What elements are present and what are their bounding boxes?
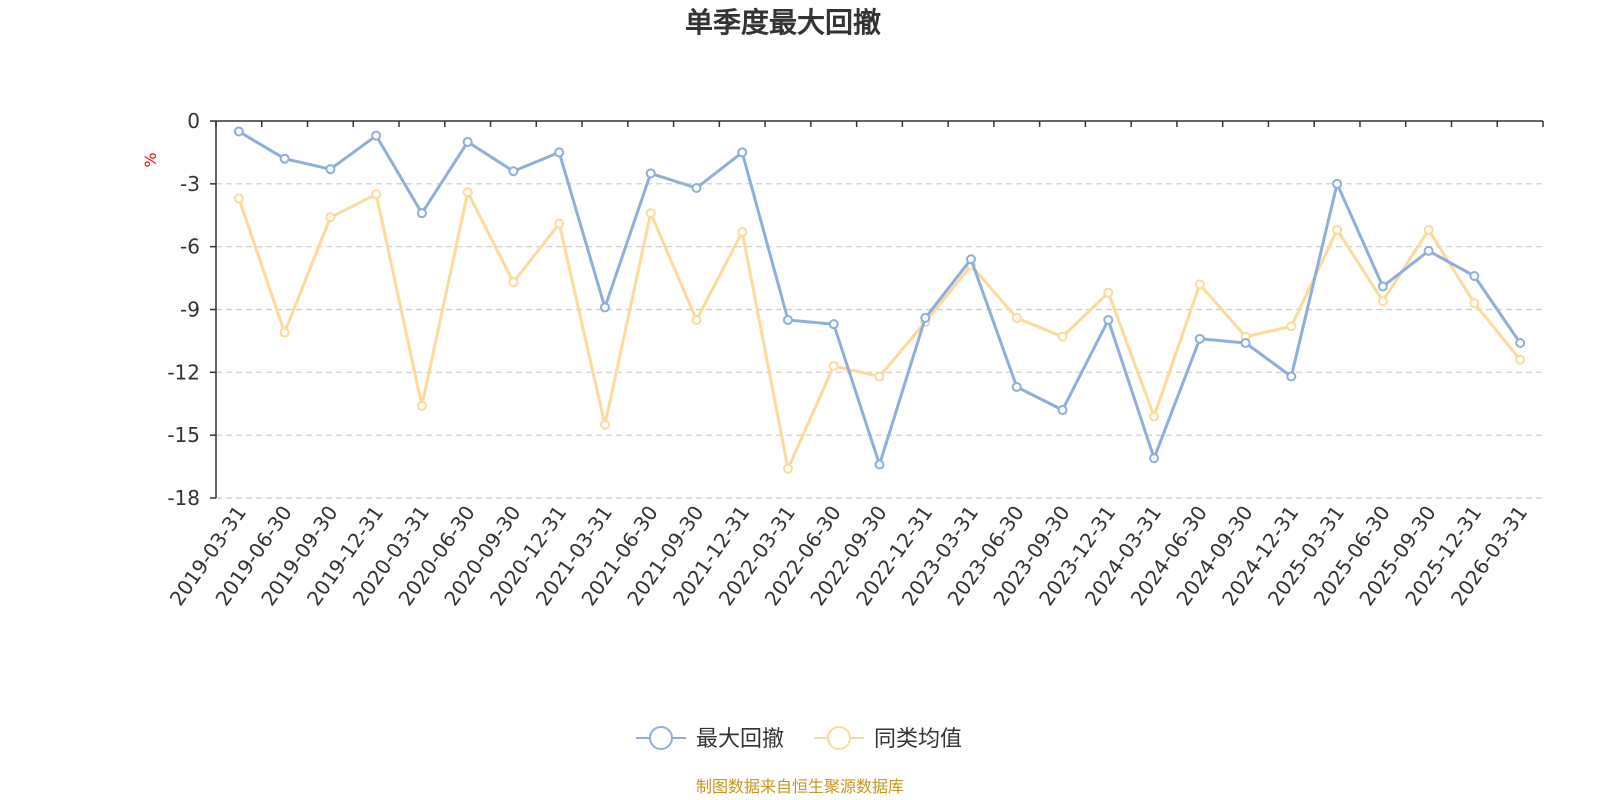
x-tick-labels: 2019-03-312019-06-302019-09-302019-12-31… xyxy=(165,501,1533,610)
data-point[interactable] xyxy=(508,166,519,177)
data-point[interactable] xyxy=(1149,411,1160,422)
data-point[interactable] xyxy=(691,314,702,325)
y-axis-unit: % xyxy=(141,152,160,167)
data-point[interactable] xyxy=(1515,338,1526,349)
data-point[interactable] xyxy=(554,147,565,158)
data-point[interactable] xyxy=(1469,270,1480,281)
legend[interactable]: 最大回撤 同类均值 xyxy=(636,726,962,752)
y-tick-label: -12 xyxy=(167,360,200,384)
data-point[interactable] xyxy=(1332,224,1343,235)
data-point[interactable] xyxy=(233,193,244,204)
data-point[interactable] xyxy=(782,463,793,474)
data-point[interactable] xyxy=(691,183,702,194)
data-point[interactable] xyxy=(1149,453,1160,464)
data-point[interactable] xyxy=(1011,312,1022,323)
y-tick-label: -6 xyxy=(180,235,200,259)
data-point[interactable] xyxy=(828,361,839,372)
data-point[interactable] xyxy=(279,153,290,164)
data-point[interactable] xyxy=(1057,405,1068,416)
data-point[interactable] xyxy=(462,187,473,198)
series-line xyxy=(237,190,1522,471)
data-point[interactable] xyxy=(1377,281,1388,292)
y-tick-label: -15 xyxy=(167,423,200,447)
y-tick-label: -9 xyxy=(180,298,200,322)
data-point[interactable] xyxy=(1286,321,1297,332)
data-point[interactable] xyxy=(1377,296,1388,307)
source-note: 制图数据来自恒生聚源数据库 xyxy=(696,777,904,796)
data-point[interactable] xyxy=(828,319,839,330)
data-point[interactable] xyxy=(966,254,977,265)
data-point[interactable] xyxy=(233,126,244,137)
chart-title: 单季度最大回撤 xyxy=(685,6,881,39)
y-tick-label: -18 xyxy=(167,486,200,510)
series-peer-average xyxy=(233,187,1526,474)
data-point[interactable] xyxy=(1286,371,1297,382)
axes xyxy=(210,120,1544,499)
y-tick-label: -3 xyxy=(180,172,200,196)
data-point[interactable] xyxy=(645,208,656,219)
legend-label-max-drawdown: 最大回撤 xyxy=(696,727,784,752)
data-point[interactable] xyxy=(1194,279,1205,290)
data-point[interactable] xyxy=(1423,245,1434,256)
legend-label-peer-average: 同类均值 xyxy=(874,727,962,752)
data-point[interactable] xyxy=(1240,338,1251,349)
data-point[interactable] xyxy=(1057,331,1068,342)
series xyxy=(233,126,1526,474)
data-point[interactable] xyxy=(1194,333,1205,344)
data-point[interactable] xyxy=(1515,354,1526,365)
data-point[interactable] xyxy=(371,189,382,200)
data-point[interactable] xyxy=(1103,314,1114,325)
data-point[interactable] xyxy=(874,371,885,382)
data-point[interactable] xyxy=(325,164,336,175)
data-point[interactable] xyxy=(416,208,427,219)
data-point[interactable] xyxy=(371,130,382,141)
legend-item-peer-average[interactable]: 同类均值 xyxy=(814,726,962,752)
series-line xyxy=(238,130,1522,466)
data-point[interactable] xyxy=(416,400,427,411)
data-point[interactable] xyxy=(279,327,290,338)
data-point[interactable] xyxy=(1469,298,1480,309)
legend-marker-max-drawdown xyxy=(649,726,673,750)
data-point[interactable] xyxy=(462,136,473,147)
data-point[interactable] xyxy=(554,218,565,229)
data-point[interactable] xyxy=(782,314,793,325)
y-tick-labels: 0 -3 -6 -9 -12 -15 -18 xyxy=(167,109,200,510)
data-point[interactable] xyxy=(874,459,885,470)
data-point[interactable] xyxy=(1103,287,1114,298)
data-point[interactable] xyxy=(1011,381,1022,392)
data-point[interactable] xyxy=(737,147,748,158)
legend-item-max-drawdown[interactable]: 最大回撤 xyxy=(636,726,784,752)
legend-marker-peer-average xyxy=(827,726,851,750)
data-point[interactable] xyxy=(737,227,748,238)
grid-lines xyxy=(216,183,1543,499)
data-point[interactable] xyxy=(1423,224,1434,235)
data-point[interactable] xyxy=(599,302,610,313)
data-point[interactable] xyxy=(599,419,610,430)
y-tick-label: 0 xyxy=(187,109,200,133)
data-point[interactable] xyxy=(508,277,519,288)
series-max-drawdown xyxy=(233,126,1526,470)
data-point[interactable] xyxy=(645,168,656,179)
data-point[interactable] xyxy=(920,312,931,323)
data-point[interactable] xyxy=(325,212,336,223)
data-point[interactable] xyxy=(1332,178,1343,189)
